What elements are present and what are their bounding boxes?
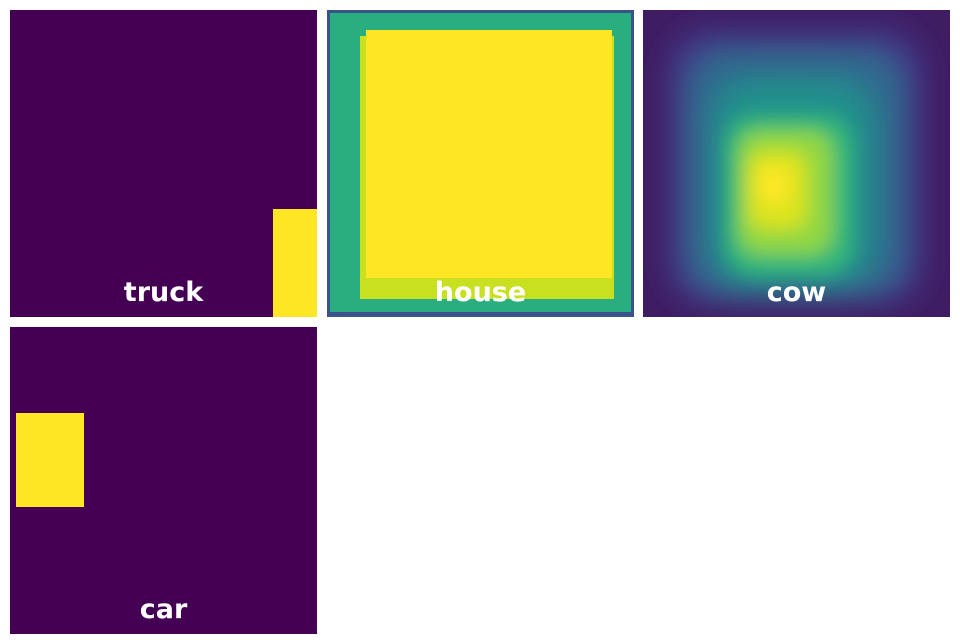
tile-label-truck: truck — [123, 277, 204, 308]
car-mask-region — [16, 413, 84, 507]
tile-label-car: car — [139, 594, 188, 625]
mask-tile-car: car — [10, 327, 317, 634]
mask-background — [10, 10, 317, 317]
car-mask-image — [10, 327, 317, 634]
tile-label-cow: cow — [766, 277, 827, 308]
tile-label-house: house — [434, 277, 527, 308]
heatmap-glow-inner — [725, 115, 853, 275]
truck-mask-image — [10, 10, 317, 317]
cow-heatmap-image — [643, 10, 950, 317]
mask-tile-house: house — [327, 10, 634, 317]
heatmap-tile-cow: cow — [643, 10, 950, 317]
truck-mask-region — [273, 209, 317, 317]
mask-tile-truck: truck — [10, 10, 317, 317]
house-mask-image — [327, 10, 634, 317]
house-mask-core-region — [366, 30, 612, 278]
